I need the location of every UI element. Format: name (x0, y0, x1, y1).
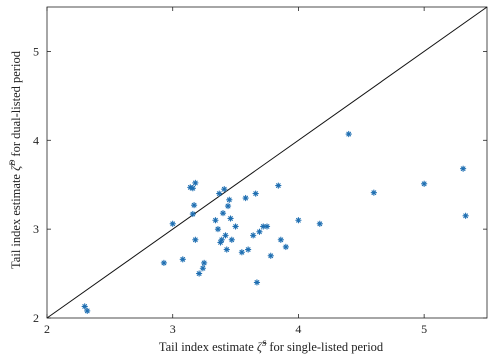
data-point (277, 236, 284, 243)
y-tick-label: 5 (33, 44, 39, 58)
data-point (459, 165, 467, 172)
data-point (263, 223, 271, 230)
data-point (189, 185, 196, 192)
y-axis-label: Tail index estimate ζ̂D for dual-listed … (7, 50, 23, 269)
data-point (295, 217, 302, 224)
y-tick-label: 2 (33, 311, 39, 325)
data-point (370, 189, 378, 196)
y-tick-label: 4 (33, 133, 39, 147)
data-point (189, 210, 196, 218)
data-point (228, 236, 235, 243)
data-point (232, 223, 239, 230)
data-point (223, 246, 230, 253)
data-point (81, 303, 88, 310)
plot-frame (46, 6, 488, 319)
data-point (226, 196, 233, 203)
data-point (242, 194, 249, 202)
data-point (244, 246, 252, 253)
data-point (199, 265, 207, 272)
data-point (222, 232, 229, 239)
data-points (81, 130, 469, 315)
data-point (200, 259, 208, 267)
axis-ticks: 2 3 4 5 2 3 4 5 (33, 7, 487, 336)
data-point (192, 236, 199, 243)
plot-area (46, 6, 488, 319)
data-point (212, 217, 219, 224)
x-tick-label: 3 (170, 322, 176, 336)
data-point (256, 228, 263, 235)
data-point (227, 215, 234, 222)
data-point (214, 225, 222, 233)
data-point (462, 212, 469, 219)
data-point (169, 220, 176, 227)
data-point (238, 249, 246, 256)
data-point (282, 243, 290, 251)
x-tick-label: 5 (421, 322, 427, 336)
x-tick-label: 2 (44, 322, 50, 336)
data-point (218, 236, 225, 243)
data-point (252, 190, 259, 197)
data-point (420, 180, 428, 187)
data-point (190, 202, 198, 209)
data-point (221, 186, 228, 193)
data-point (224, 202, 232, 210)
data-point (345, 130, 352, 138)
reference-diagonal-line (46, 6, 488, 319)
y-tick-label: 3 (33, 222, 39, 236)
data-point (219, 209, 227, 217)
data-point (316, 220, 323, 227)
data-point (275, 182, 282, 189)
data-point (267, 252, 274, 259)
data-point (84, 307, 91, 315)
x-axis-label: Tail index estimate ζ̂S for single-liste… (159, 338, 384, 354)
data-point (160, 259, 168, 267)
x-tick-label: 4 (295, 322, 301, 336)
data-point (253, 279, 261, 286)
data-point (195, 270, 203, 277)
data-point (250, 232, 257, 239)
data-point (192, 179, 199, 187)
data-point (179, 256, 186, 263)
data-point (216, 190, 223, 197)
